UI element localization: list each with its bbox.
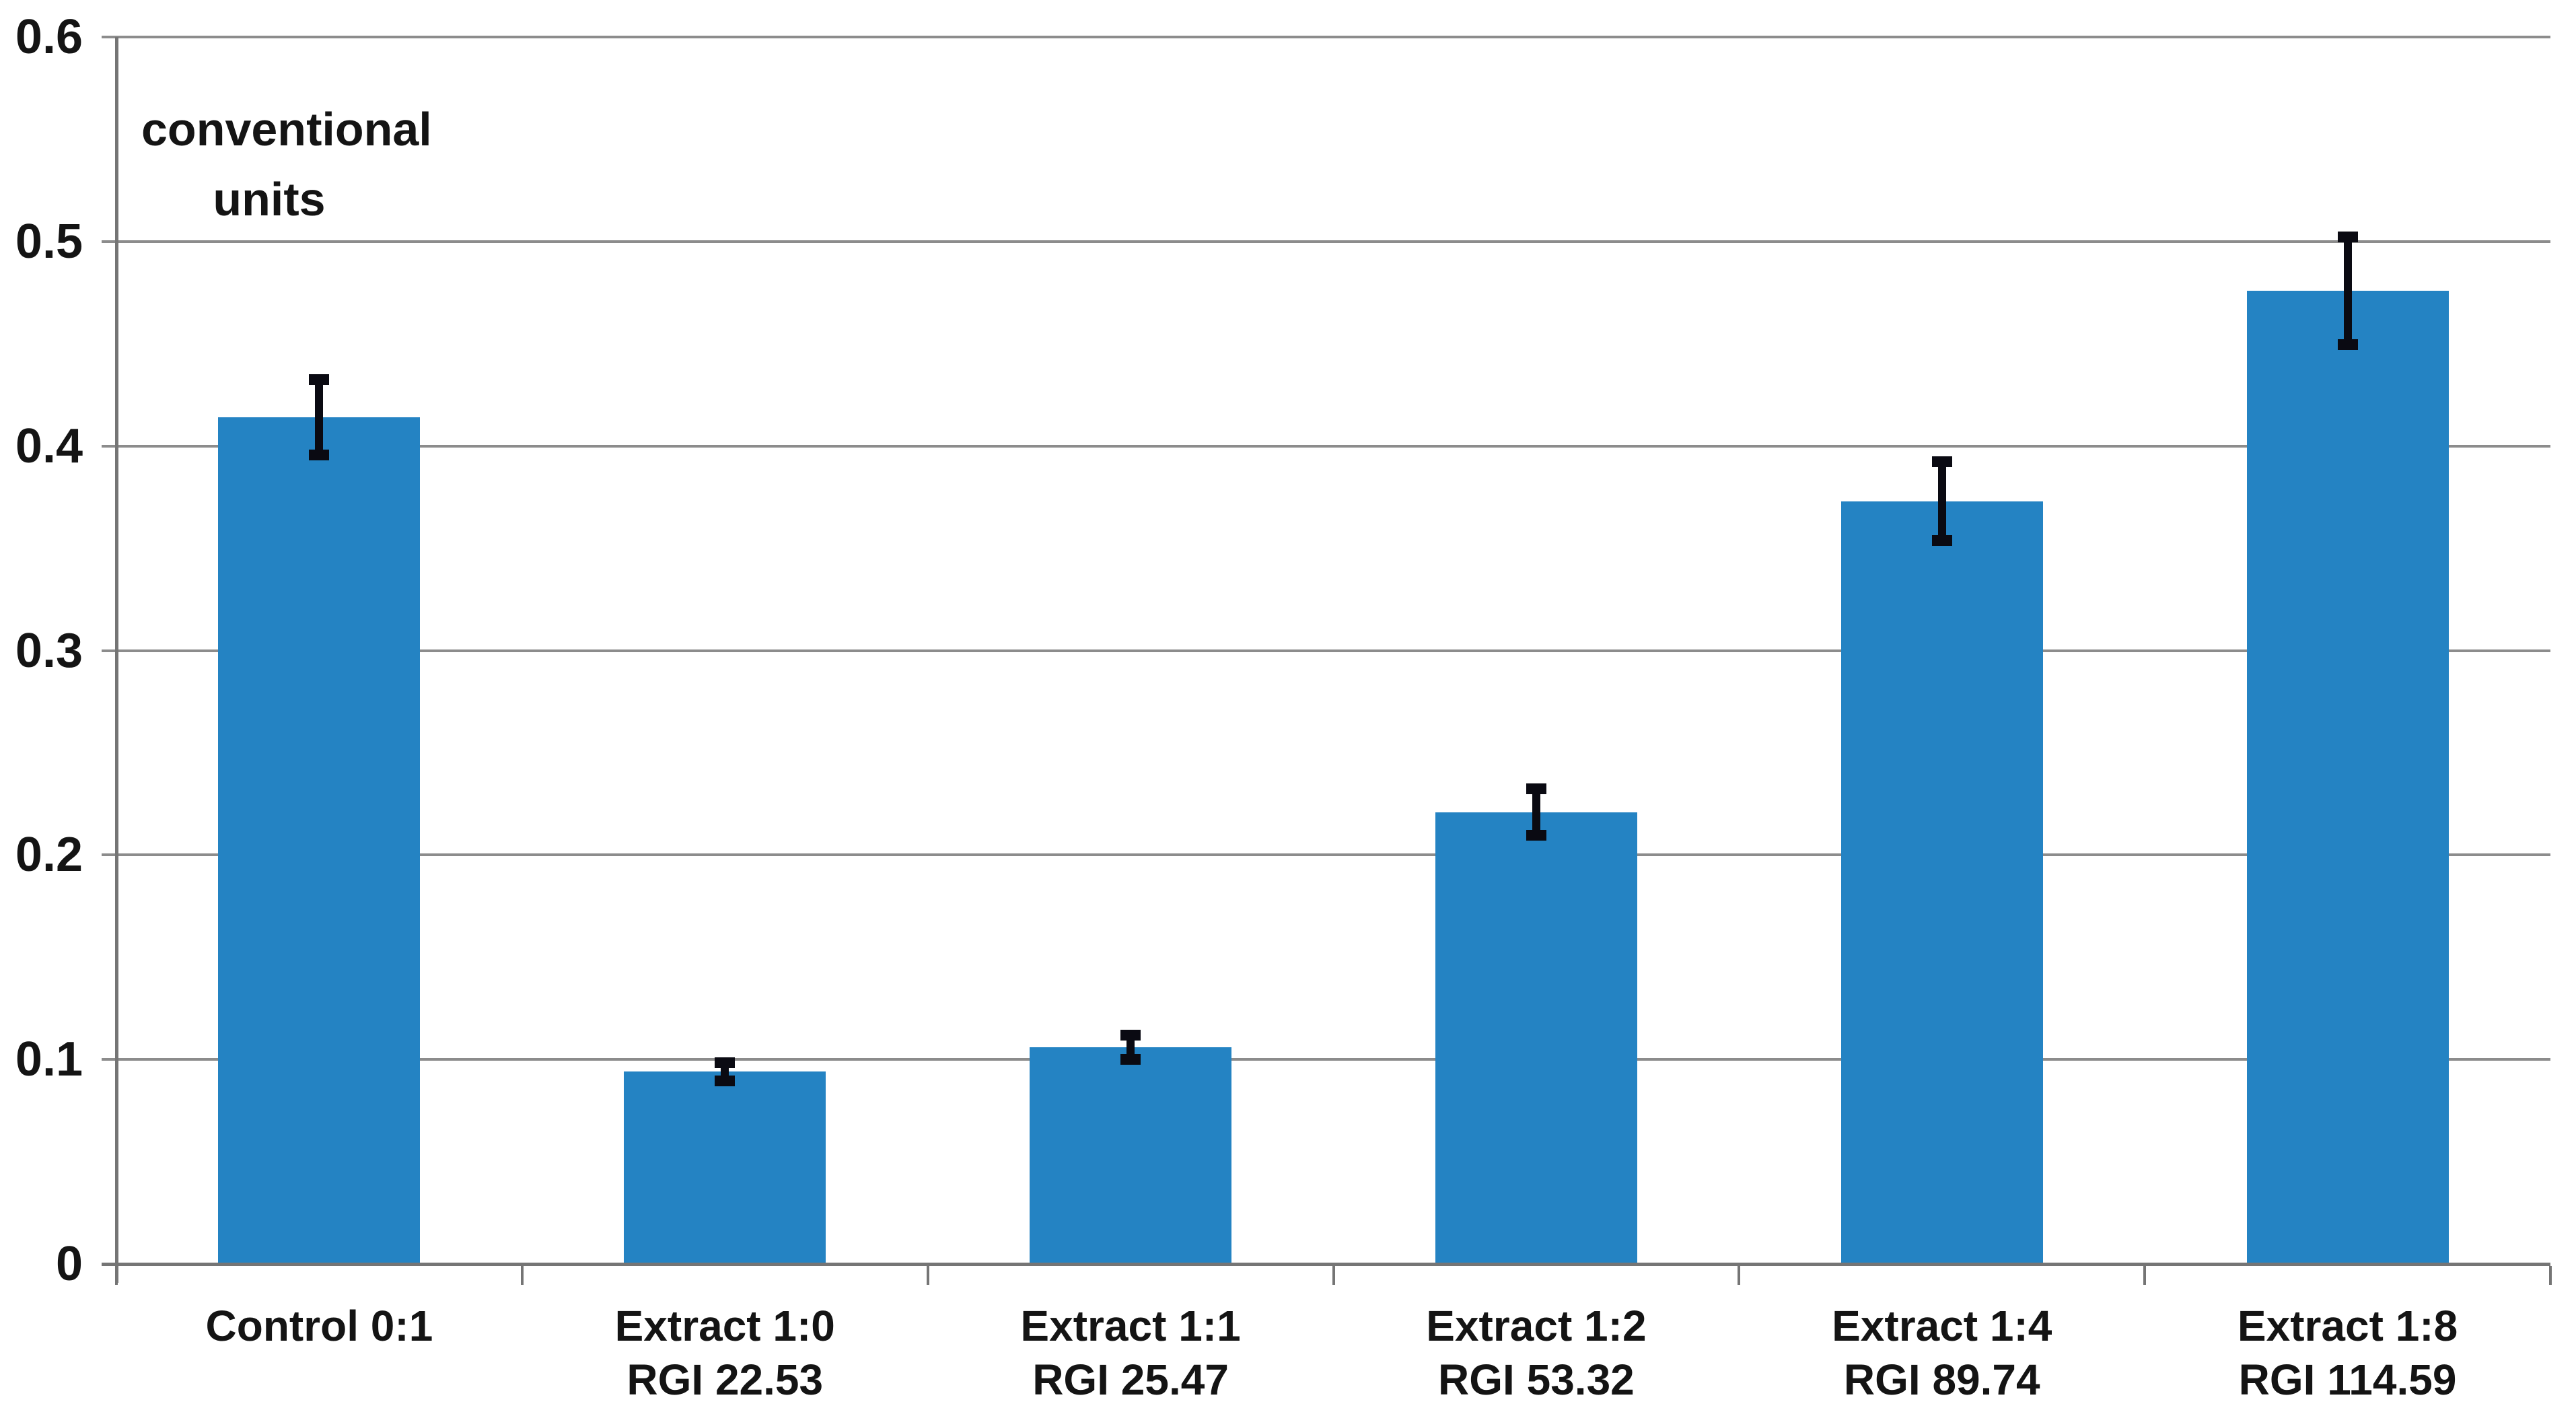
y-tick-label: 0.3 — [15, 623, 83, 678]
x-category-label: Extract 1:1 RGI 25.47 — [928, 1299, 1334, 1407]
x-category-label: Extract 1:2 RGI 53.32 — [1334, 1299, 1740, 1407]
error-bar-cap-bottom — [715, 1075, 736, 1086]
x-category-label-line1: Extract 1:1 — [1020, 1302, 1241, 1350]
x-category-label-line1: Extract 1:8 — [2237, 1302, 2458, 1350]
bar-2 — [624, 1071, 826, 1264]
gridline — [102, 853, 2550, 857]
error-bar-cap-bottom — [2337, 339, 2358, 350]
bar-1 — [218, 417, 421, 1264]
x-axis-line — [102, 1263, 2550, 1266]
x-category-rgi-label: RGI 22.53 — [627, 1356, 824, 1404]
error-bar-cap-top — [2337, 231, 2358, 242]
bar-6 — [2246, 290, 2449, 1264]
error-bar-cap-bottom — [309, 449, 330, 460]
gridline — [102, 649, 2550, 652]
error-bar-line — [721, 1065, 729, 1078]
bar-3 — [1030, 1047, 1232, 1264]
x-axis-tick — [926, 1266, 929, 1285]
x-category-rgi-label: RGI 25.47 — [1032, 1356, 1229, 1404]
x-axis-tick — [2549, 1266, 2552, 1285]
x-category-label: Extract 1:0 RGI 22.53 — [522, 1299, 928, 1407]
error-bar-line — [315, 382, 324, 452]
error-bar-cap-bottom — [1931, 535, 1952, 547]
y-axis-line — [115, 37, 118, 1283]
x-category-label-line1: Control 0:1 — [205, 1302, 433, 1350]
x-category-label: Extract 1:8 RGI 114.59 — [2145, 1299, 2550, 1407]
x-category-rgi-label: RGI 53.32 — [1438, 1356, 1635, 1404]
error-bar-line — [1126, 1038, 1135, 1057]
error-bar-cap-bottom — [1120, 1053, 1141, 1065]
error-bar-cap-top — [1526, 783, 1546, 795]
error-bar-cap-top — [1120, 1030, 1141, 1041]
x-category-rgi-label: RGI 89.74 — [1843, 1356, 2040, 1404]
error-bar-cap-bottom — [1526, 829, 1546, 841]
error-bar-cap-top — [309, 374, 330, 386]
gridline — [102, 444, 2550, 448]
bar-5 — [1840, 501, 2043, 1264]
error-bar-line — [1532, 791, 1540, 833]
y-tick-label: 0 — [55, 1237, 83, 1291]
y-tick-label: 0.5 — [15, 214, 83, 269]
gridline — [102, 240, 2550, 243]
y-axis-units-line1: conventional — [141, 103, 432, 155]
x-axis-tick — [520, 1266, 524, 1285]
y-axis-units-line2: units — [213, 173, 326, 225]
x-axis-tick — [2143, 1266, 2147, 1285]
x-category-label: Control 0:1 — [116, 1299, 522, 1353]
x-axis-tick — [115, 1266, 118, 1285]
x-category-rgi-label: RGI 114.59 — [2238, 1356, 2457, 1404]
gridline — [102, 36, 2550, 38]
y-tick-label: 0.2 — [15, 828, 83, 882]
error-bar-line — [2343, 239, 2352, 342]
error-bar-cap-top — [1931, 456, 1952, 467]
x-category-label-line1: Extract 1:2 — [1426, 1302, 1647, 1350]
x-category-label-line1: Extract 1:0 — [614, 1302, 835, 1350]
y-axis-units-label: conventional units — [141, 94, 432, 234]
x-category-label: Extract 1:4 RGI 89.74 — [1739, 1299, 2145, 1407]
x-axis-tick — [1738, 1266, 1741, 1285]
error-bar-cap-top — [715, 1057, 736, 1069]
y-tick-label: 0.6 — [15, 10, 83, 64]
gridline — [102, 1058, 2550, 1061]
error-bar-line — [1937, 464, 1946, 538]
x-axis-tick — [1332, 1266, 1335, 1285]
bar-4 — [1435, 812, 1637, 1264]
y-tick-label: 0.1 — [15, 1032, 83, 1087]
y-tick-label: 0.4 — [15, 419, 83, 473]
x-category-label-line1: Extract 1:4 — [1832, 1302, 2052, 1350]
